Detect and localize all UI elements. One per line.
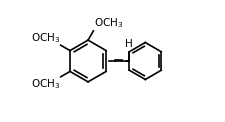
Text: H: H bbox=[125, 39, 133, 49]
Text: OCH$_3$: OCH$_3$ bbox=[94, 16, 123, 30]
Text: OCH$_3$: OCH$_3$ bbox=[31, 31, 60, 45]
Text: OCH$_3$: OCH$_3$ bbox=[31, 77, 60, 91]
